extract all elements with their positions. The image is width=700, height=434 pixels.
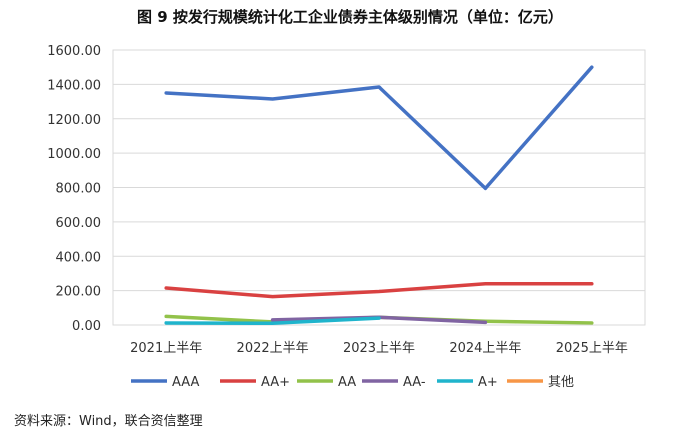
series-line-4 bbox=[164, 316, 381, 326]
series-line-0 bbox=[164, 65, 594, 191]
legend: AAA AA+ AA AA- A+ 其他 bbox=[131, 375, 574, 390]
y-tick-label: 1400.00 bbox=[47, 78, 101, 93]
source-note: 资料来源：Wind，联合资信整理 bbox=[14, 414, 203, 429]
legend-label: AAA bbox=[172, 375, 200, 390]
y-tick-label: 200.00 bbox=[56, 285, 102, 300]
legend-label: AA bbox=[338, 375, 356, 390]
y-tick-label: 600.00 bbox=[56, 216, 102, 231]
legend-label: AA- bbox=[403, 375, 426, 390]
y-tick-label: 0.00 bbox=[72, 319, 101, 334]
y-tick-label: 1600.00 bbox=[47, 44, 101, 59]
y-axis-ticks: 0.00 200.00 400.00 600.00 800.00 1000.00 1200.… bbox=[47, 44, 101, 334]
y-tick-label: 1000.00 bbox=[47, 147, 101, 162]
x-tick-label: 2023上半年 bbox=[343, 341, 415, 356]
x-tick-label: 2022上半年 bbox=[237, 341, 309, 356]
x-tick-label: 2024上半年 bbox=[449, 341, 521, 356]
x-tick-label: 2021上半年 bbox=[130, 341, 202, 356]
legend-label: A+ bbox=[478, 375, 498, 390]
y-tick-label: 400.00 bbox=[56, 250, 102, 265]
series-line-1 bbox=[164, 282, 594, 299]
y-tick-label: 1200.00 bbox=[47, 113, 101, 128]
series-lines bbox=[164, 65, 594, 326]
legend-label: AA+ bbox=[261, 375, 290, 390]
x-axis-ticks: 2021上半年 2022上半年 2023上半年 2024上半年 2025上半年 bbox=[130, 341, 628, 356]
legend-label: 其他 bbox=[548, 375, 574, 390]
chart-title: 图 9 按发行规模统计化工企业债券主体级别情况（单位：亿元） bbox=[137, 8, 563, 26]
x-tick-label: 2025上半年 bbox=[556, 341, 628, 356]
y-tick-label: 800.00 bbox=[56, 182, 102, 197]
